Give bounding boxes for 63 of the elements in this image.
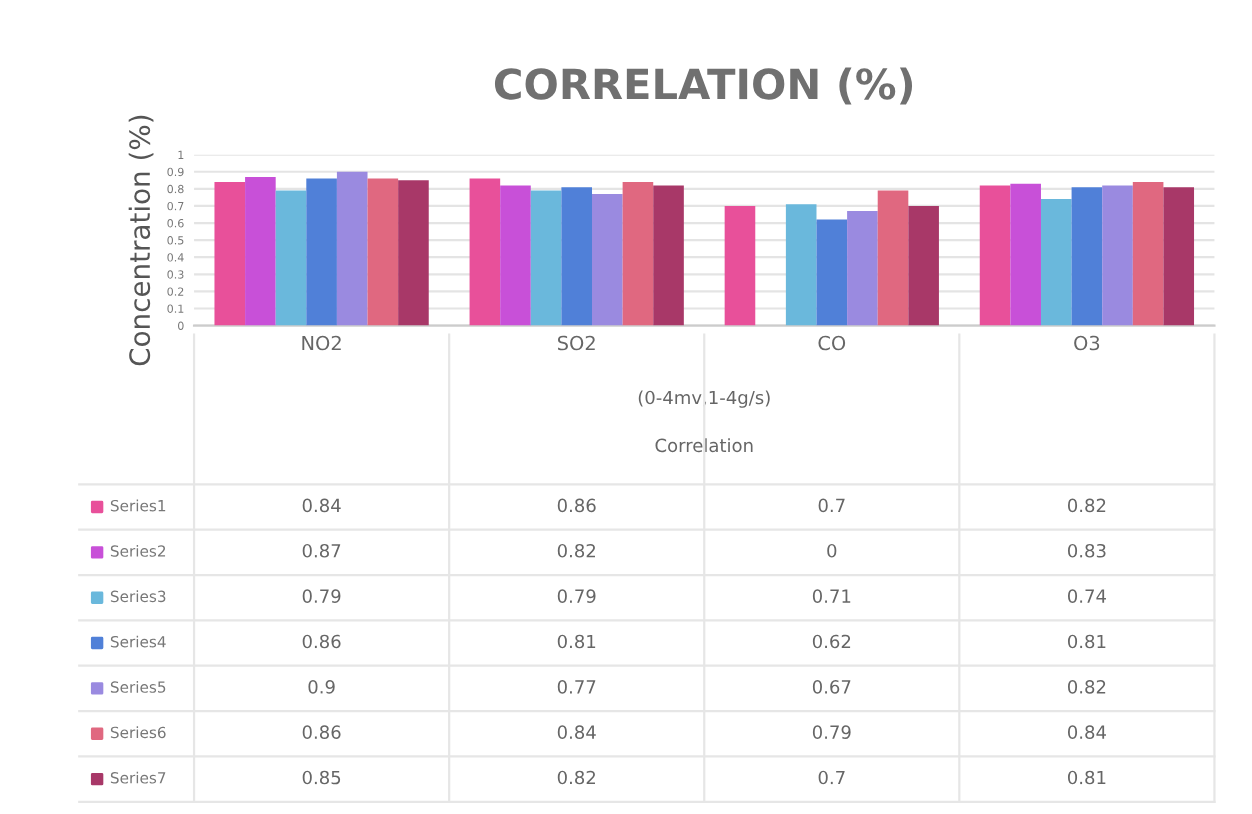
- data-label: 0.85: [302, 770, 341, 785]
- data-label: 0.81: [557, 634, 596, 649]
- data-label: 0.82: [1067, 498, 1106, 513]
- x-tick-label: CO: [818, 335, 846, 351]
- bar: [245, 176, 276, 326]
- bar: [847, 211, 878, 326]
- data-label: 0.86: [302, 634, 341, 649]
- bar: [877, 190, 909, 326]
- data-label: 0.86: [557, 498, 596, 513]
- chart-title: CORRELATION (%): [494, 67, 913, 105]
- bar: [622, 182, 654, 326]
- bar: [530, 190, 562, 326]
- bar: [592, 193, 623, 326]
- data-label: 0.79: [557, 589, 596, 603]
- bar: [1163, 187, 1195, 326]
- x-tick-label: O3: [1074, 335, 1100, 351]
- data-label: 0.7: [818, 770, 845, 785]
- data-label: 0.7: [818, 498, 845, 513]
- data-label: 0.83: [1067, 543, 1106, 558]
- bar: [1040, 199, 1072, 326]
- data-label: 0.82: [557, 770, 595, 785]
- bar: [785, 204, 817, 326]
- data-label: 0.79: [812, 725, 851, 739]
- data-label: 0.87: [302, 543, 341, 558]
- bar: [336, 171, 368, 326]
- x-tick-label: NO2: [302, 335, 341, 351]
- data-label: 0.82: [1067, 679, 1106, 694]
- bar: [500, 185, 531, 326]
- data-label: 0.71: [812, 589, 851, 603]
- bar: [653, 185, 684, 326]
- data-label: 0.79: [302, 589, 341, 603]
- data-label: 0.67: [812, 679, 851, 694]
- data-label: 0.81: [1067, 770, 1106, 785]
- bar: [469, 178, 501, 326]
- bar: [1132, 182, 1164, 326]
- data-label: 0.84: [1067, 725, 1106, 739]
- bar: [1071, 187, 1103, 326]
- data-label: 0.74: [1067, 589, 1106, 603]
- bar: [398, 180, 429, 326]
- data-label: 0.84: [302, 498, 341, 513]
- data-label: 0.84: [557, 725, 596, 739]
- data-label: 0.77: [557, 679, 596, 694]
- data-label: 0.86: [302, 725, 341, 739]
- bar: [724, 205, 756, 326]
- bar: [908, 205, 939, 326]
- bar: [816, 219, 848, 326]
- data-label: 0.81: [1067, 634, 1106, 649]
- y-axis-title: Concentration (%): [128, 115, 154, 366]
- data-label: 0.9: [308, 679, 335, 694]
- bar: [979, 185, 1011, 326]
- data-label: 0.62: [812, 634, 851, 649]
- data-label: 0: [827, 543, 837, 558]
- data-label: 0.82: [557, 543, 595, 558]
- bar: [306, 178, 337, 326]
- bar: [1102, 185, 1133, 326]
- bar: [561, 187, 593, 326]
- bar: [275, 190, 307, 326]
- x-tick-label: SO2: [557, 335, 595, 351]
- text: (0-4mv,1-4g/s): [638, 390, 770, 408]
- bar: [367, 178, 399, 326]
- text: Correlation: [655, 438, 753, 453]
- bar: [214, 182, 246, 326]
- bar: [1010, 183, 1041, 326]
